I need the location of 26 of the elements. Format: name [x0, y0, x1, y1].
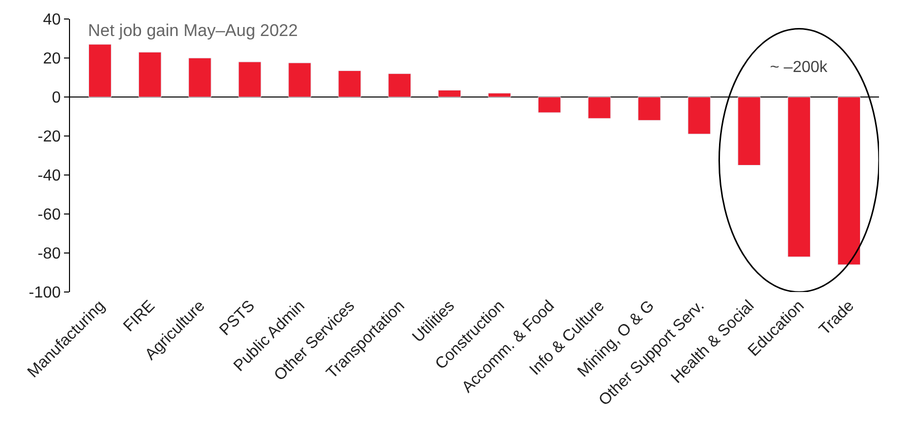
bar	[138, 52, 162, 98]
bar	[188, 58, 212, 98]
bar	[538, 96, 561, 113]
y-tick-label: -100	[28, 284, 61, 302]
y-tick-label: 0	[52, 90, 61, 107]
bar	[88, 44, 112, 98]
bar	[388, 73, 412, 98]
bar	[488, 92, 511, 98]
chart-title: Net job gain May–Aug 2022	[88, 21, 298, 40]
bar	[438, 90, 462, 98]
bar	[788, 96, 811, 258]
y-tick-label: -40	[38, 168, 61, 185]
bar	[588, 96, 611, 119]
bar	[238, 62, 262, 98]
bar	[288, 62, 312, 98]
bar	[738, 96, 761, 166]
y-tick-label: 20	[43, 50, 61, 68]
bar	[838, 96, 861, 265]
y-tick-label: 40	[43, 12, 61, 29]
annotation: ~ –200k	[770, 59, 828, 76]
y-tick-label: -60	[38, 206, 61, 224]
y-tick-label: -80	[38, 246, 61, 263]
bar	[338, 70, 362, 98]
bar	[638, 96, 661, 121]
bar	[688, 96, 711, 134]
y-tick-label: -20	[38, 128, 61, 146]
